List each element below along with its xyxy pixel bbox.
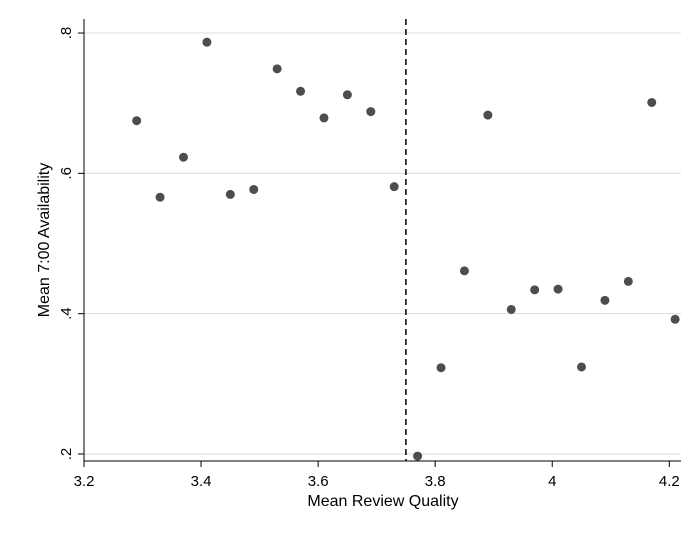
y-tick-label: .4 — [58, 307, 75, 320]
x-tick-label: 4 — [548, 473, 556, 490]
y-tick-label: .8 — [58, 27, 75, 40]
data-point — [530, 285, 540, 295]
data-point — [600, 295, 610, 305]
grid-lines — [84, 32, 681, 455]
data-point — [202, 37, 212, 47]
data-point — [670, 314, 680, 324]
data-point — [179, 152, 188, 162]
data-point — [436, 363, 446, 373]
x-tick-label: 4.2 — [659, 473, 680, 490]
data-point — [319, 113, 329, 123]
data-point — [389, 182, 399, 192]
data-point — [459, 266, 469, 276]
data-point — [296, 86, 306, 96]
data-point — [132, 116, 142, 126]
data-point — [225, 189, 235, 199]
x-tick-label: 3.6 — [308, 473, 329, 490]
y-axis-label: Mean 7:00 Availability — [36, 163, 53, 317]
data-point — [623, 276, 633, 286]
x-axis-label: Mean Review Quality — [307, 493, 458, 510]
plot-area — [84, 19, 681, 461]
data-point — [155, 192, 165, 202]
data-point — [413, 451, 423, 461]
data-point — [553, 284, 563, 294]
y-tick-label: .2 — [58, 448, 75, 461]
x-tick-label: 3.8 — [425, 473, 446, 490]
y-tick-label: .6 — [58, 167, 75, 180]
data-points — [132, 37, 680, 461]
x-tick-label: 3.4 — [191, 473, 212, 490]
data-point — [249, 184, 259, 194]
x-tick-label: 3.2 — [74, 473, 95, 490]
data-point — [366, 107, 376, 117]
data-point — [506, 304, 516, 314]
data-point — [342, 90, 352, 100]
data-point — [272, 64, 282, 74]
data-point — [483, 110, 493, 120]
data-point — [647, 97, 657, 107]
data-point — [577, 362, 586, 372]
axes: 3.2 3.4 3.6 3.8 4 4.2 .2 .4 .6 .8 — [58, 19, 681, 490]
